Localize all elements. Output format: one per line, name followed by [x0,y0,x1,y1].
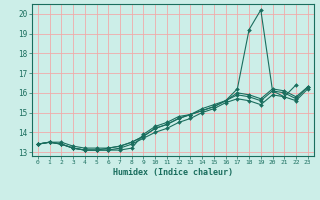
X-axis label: Humidex (Indice chaleur): Humidex (Indice chaleur) [113,168,233,177]
